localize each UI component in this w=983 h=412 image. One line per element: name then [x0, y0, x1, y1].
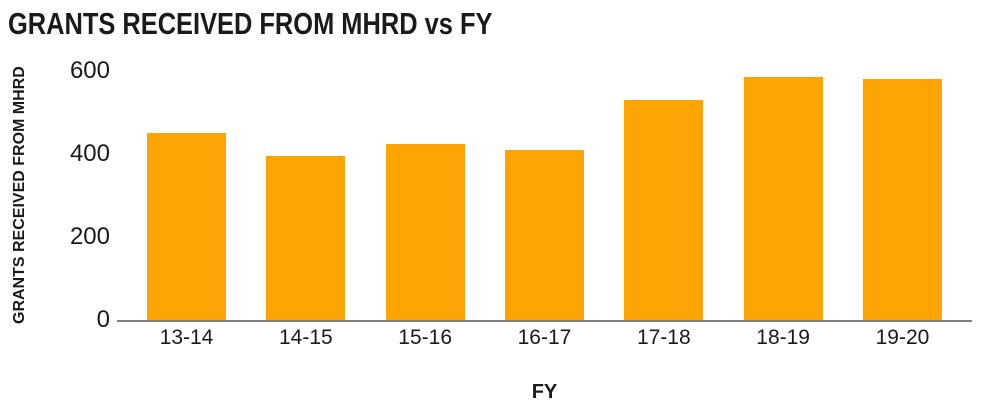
plot-area — [117, 71, 972, 322]
y-tick-600: 600 — [69, 57, 110, 84]
x-tick-18-19: 18-19 — [756, 326, 810, 349]
x-tick-17-18: 17-18 — [636, 326, 691, 349]
bar-17-18 — [624, 100, 704, 320]
chart-title: GRANTS RECEIVED FROM MHRD vs FY — [8, 6, 493, 41]
y-tick-labels: 0 200 400 600 — [0, 59, 110, 332]
y-tick-200: 200 — [69, 223, 110, 250]
bar-18-19 — [743, 77, 823, 320]
y-tick-400: 400 — [69, 140, 110, 167]
bar-13-14 — [147, 133, 226, 320]
bar-15-16 — [385, 143, 465, 320]
y-tick-0: 0 — [96, 306, 110, 333]
bar-14-15 — [266, 156, 346, 320]
bar-16-17 — [504, 149, 584, 320]
x-axis-label: FY — [531, 381, 558, 403]
bar-19-20 — [862, 79, 942, 320]
x-tick-13-14: 13-14 — [159, 326, 214, 349]
x-tick-16-17: 16-17 — [517, 326, 572, 349]
x-tick-14-15: 14-15 — [278, 326, 333, 349]
x-tick-labels: 13-14 14-15 15-16 16-17 17-18 18-19 19-20 — [117, 327, 972, 348]
bars — [117, 71, 972, 320]
x-tick-19-20: 19-20 — [875, 326, 930, 349]
x-axis-line — [117, 320, 972, 322]
x-tick-15-16: 15-16 — [398, 326, 453, 349]
